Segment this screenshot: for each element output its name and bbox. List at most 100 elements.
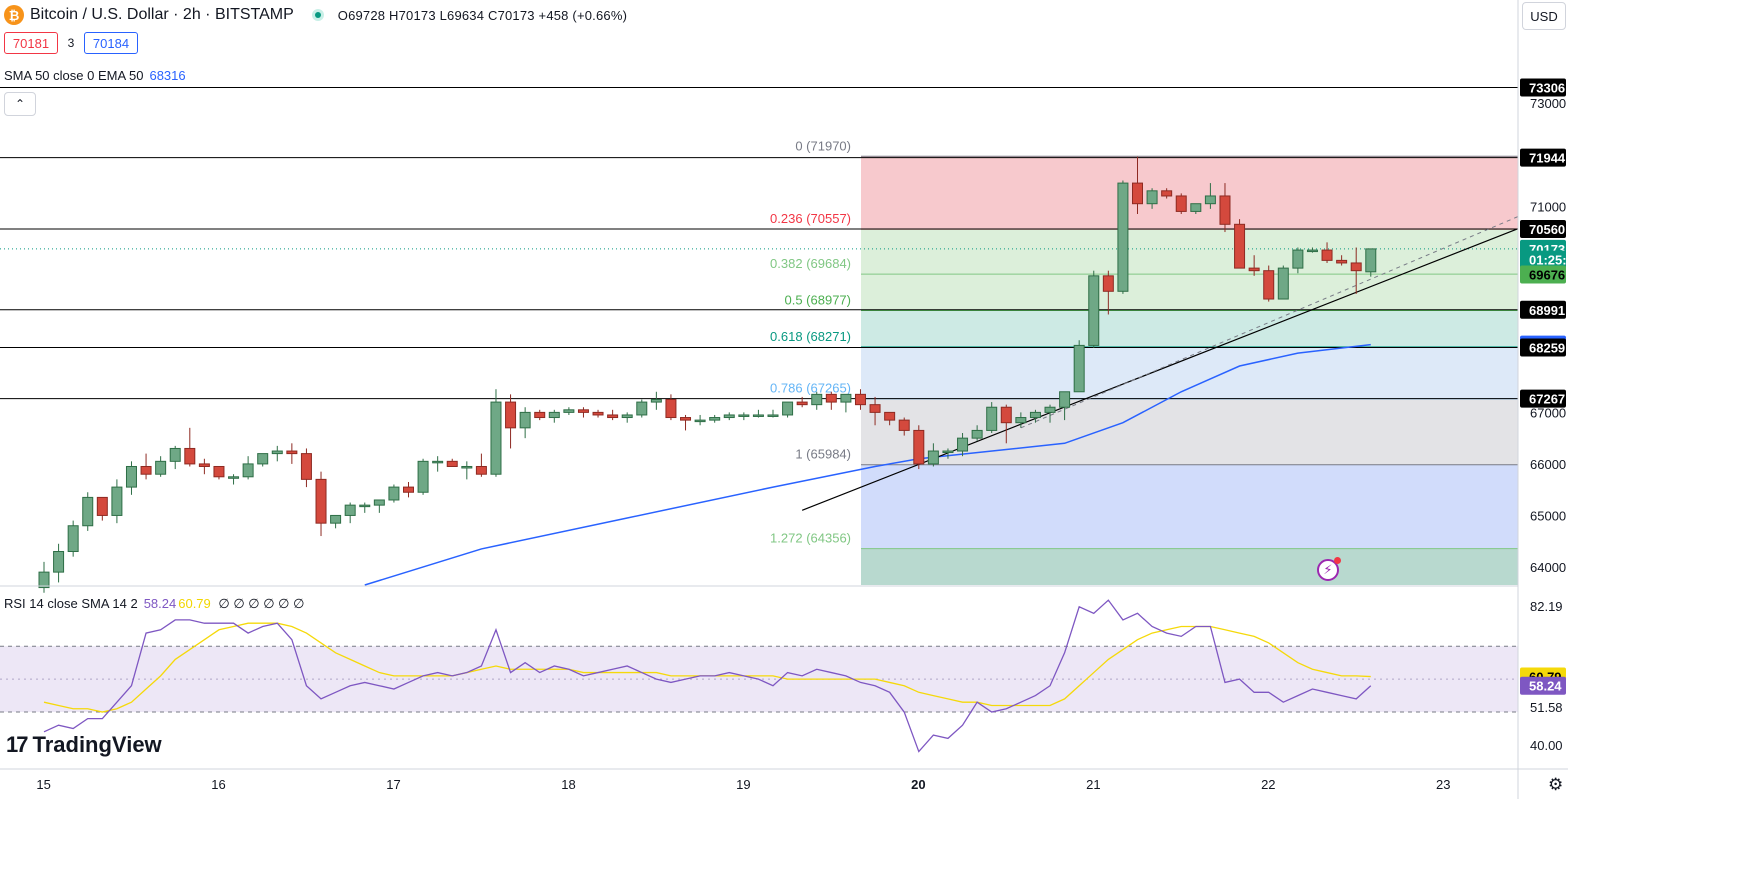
fib-zones [861, 155, 1518, 585]
fib-label-1-272: 1.272 (64356) [770, 531, 851, 546]
candle [1190, 203, 1202, 215]
candle-body [330, 514, 342, 524]
price-tag-text: 71944 [1529, 151, 1566, 166]
fib-label-0-236: 0.236 (70557) [770, 211, 851, 226]
price-tag-text: 73306 [1529, 80, 1565, 95]
rsi-legend[interactable]: RSI 14 close SMA 14 2 58.24 60.79 ∅ ∅ ∅ ∅ … [4, 596, 304, 612]
fib-labels: 0 (71970) 0.236 (70557) 0.382 (69684) 0.5 (… [770, 138, 851, 545]
candle [228, 474, 240, 485]
price-tick: 64000 [1530, 560, 1566, 575]
sma-legend[interactable]: SMA 50 close 0 EMA 50 68316 [4, 68, 186, 83]
candle-body [82, 496, 94, 527]
candle [432, 456, 444, 472]
gear-icon[interactable]: ⚙ [1548, 775, 1564, 794]
horizontal-levels [0, 86, 1518, 400]
candle-body [1321, 249, 1333, 261]
trendline-dashed [1020, 216, 1519, 429]
collapse-legend-button[interactable]: ⌃ [4, 92, 36, 116]
candle [1117, 180, 1129, 294]
candle-body [825, 393, 837, 403]
candle-body [1336, 259, 1348, 264]
price-tag-bg [1520, 265, 1566, 284]
fib-zone-1-272 [861, 548, 1518, 585]
candle [1015, 412, 1027, 428]
candle [38, 561, 50, 593]
candle-body [1146, 190, 1158, 205]
candle [286, 443, 298, 464]
candle-body [53, 551, 65, 573]
candle-body [257, 453, 269, 465]
candle-body [869, 404, 881, 413]
candle-body [373, 499, 385, 506]
candle-body [840, 393, 852, 403]
candle-body [490, 401, 502, 475]
candle-body [198, 463, 210, 467]
price-tick: 65000 [1530, 508, 1566, 523]
lightning-icon[interactable]: ⚡ [1317, 557, 1341, 581]
fib-zone-1 [861, 464, 1518, 549]
candle [854, 389, 866, 410]
candle-body [577, 409, 589, 413]
candle [1336, 255, 1348, 266]
candle-body [665, 399, 677, 419]
candles [38, 156, 1377, 593]
candle [1175, 193, 1187, 215]
candle [1263, 265, 1275, 302]
candle [82, 492, 94, 531]
candle-body [811, 393, 823, 406]
fib-label-0-618: 0.618 (68271) [770, 329, 851, 344]
candle [548, 409, 560, 423]
candle-body [446, 460, 458, 467]
ema-line-layer [364, 343, 1371, 586]
buy-button[interactable]: 70184 [84, 32, 138, 54]
candle [971, 425, 983, 441]
sell-button[interactable]: 70181 [4, 32, 58, 54]
candle [155, 456, 167, 477]
candle-body [534, 411, 546, 419]
price-tag-bg [1520, 389, 1566, 408]
price-tag-bg [1520, 250, 1566, 269]
fib-zone-0-236 [861, 229, 1518, 275]
candle [811, 391, 823, 410]
candle [563, 407, 575, 415]
candle-body [636, 401, 648, 416]
candle-body [1132, 182, 1143, 205]
rsi-sma-value: 60.79 [178, 596, 211, 611]
candle [694, 414, 706, 426]
currency-button[interactable]: USD [1522, 2, 1566, 30]
candle [67, 520, 79, 557]
candle [927, 443, 939, 467]
candle [1044, 404, 1056, 423]
candle [680, 414, 692, 431]
candle-body [315, 478, 327, 524]
candle-body [1161, 190, 1173, 197]
rsi-value: 58.24 [143, 596, 177, 611]
price-tag: 73306 [1520, 78, 1566, 97]
symbol-title[interactable]: Bitcoin / U.S. Dollar · 2h · BITSTAMP [30, 6, 294, 23]
price-tag-text: 67267 [1529, 392, 1565, 407]
candle-body [607, 414, 619, 419]
rsi-label: RSI 14 close SMA 14 2 [4, 596, 138, 611]
candle-body [432, 460, 444, 464]
time-tick: 19 [736, 777, 750, 792]
candle-body [548, 411, 560, 419]
candle-body [96, 496, 108, 516]
candle-body [854, 393, 866, 406]
candle-body [242, 463, 254, 478]
fib-zone-0-618 [861, 346, 1518, 399]
candle [96, 496, 108, 521]
candle-body [111, 486, 123, 516]
chart-canvas[interactable]: 0 (71970) 0.236 (70557) 0.382 (69684) 0.5 (… [0, 0, 1568, 799]
tradingview-mark-icon: 17 [6, 732, 29, 757]
candle-body [592, 411, 604, 416]
ema50-line [364, 343, 1371, 586]
candle [461, 461, 473, 480]
candle-body [403, 486, 414, 493]
candle [665, 394, 677, 421]
candle [111, 479, 123, 524]
candle [519, 407, 531, 439]
candle [957, 432, 969, 457]
time-tick: 20 [911, 777, 925, 792]
candle [869, 396, 881, 426]
candle [184, 427, 196, 467]
